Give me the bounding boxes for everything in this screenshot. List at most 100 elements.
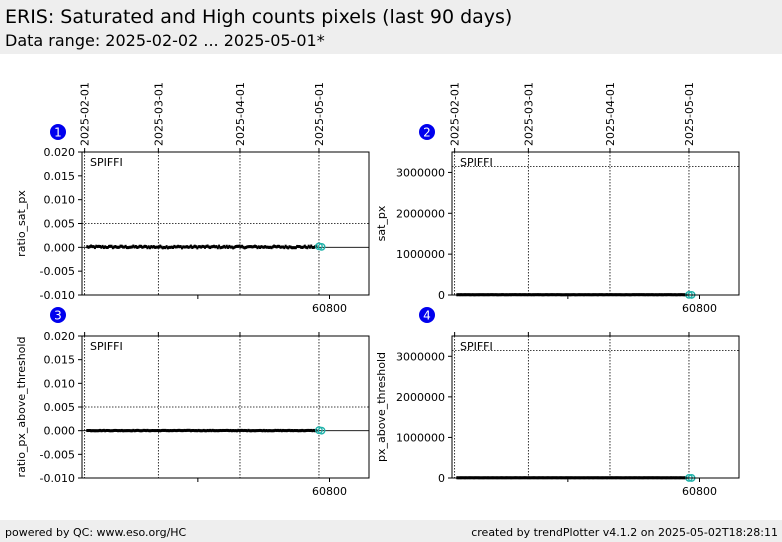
panel-number: 4 <box>423 309 431 323</box>
data-point <box>129 245 132 249</box>
data-point <box>198 429 201 433</box>
data-point <box>278 244 281 248</box>
data-point <box>219 428 222 432</box>
data-point <box>88 428 91 432</box>
y-tick-label: 2000000 <box>396 391 445 404</box>
panel-number: 2 <box>423 126 431 140</box>
data-point <box>275 245 278 249</box>
data-point <box>287 246 290 250</box>
data-point <box>210 429 213 433</box>
data-point <box>247 428 250 432</box>
y-tick-label: 3000000 <box>396 166 445 179</box>
y-tick-label: 0 <box>438 289 445 302</box>
data-point <box>154 429 157 433</box>
y-axis-label: sat_px <box>375 205 388 241</box>
data-point <box>115 428 118 432</box>
data-point <box>294 246 297 250</box>
data-point <box>252 429 255 433</box>
data-point <box>113 245 116 249</box>
data-point <box>220 245 223 249</box>
panel-number: 1 <box>54 126 62 140</box>
data-point <box>305 245 308 249</box>
data-point <box>115 245 118 249</box>
data-point <box>186 428 189 432</box>
data-point <box>250 429 253 433</box>
data-point <box>255 245 258 249</box>
data-point <box>150 245 153 249</box>
data-point <box>145 429 148 433</box>
data-point <box>188 428 191 432</box>
data-point <box>189 244 192 248</box>
data-point <box>123 429 126 433</box>
data-point <box>246 245 249 249</box>
data-point <box>219 246 222 250</box>
data-point <box>189 429 192 433</box>
y-tick-label: 1000000 <box>396 431 445 444</box>
data-point <box>196 246 199 250</box>
data-point <box>95 429 98 433</box>
data-point <box>239 428 242 432</box>
data-point <box>200 429 203 433</box>
data-point <box>227 428 230 432</box>
data-point <box>92 429 95 433</box>
top-date-label: 2025-04-01 <box>604 82 617 146</box>
data-point <box>114 245 117 249</box>
data-point <box>134 244 137 248</box>
panel-number-badge <box>419 307 435 323</box>
data-point <box>228 429 231 433</box>
data-point <box>175 429 178 433</box>
data-point <box>235 429 238 433</box>
data-point <box>168 429 171 433</box>
data-point <box>209 428 212 432</box>
data-point <box>265 429 268 433</box>
data-point <box>306 428 309 432</box>
data-point <box>202 428 205 432</box>
data-point <box>177 244 180 248</box>
data-point <box>133 429 136 433</box>
data-point <box>262 428 265 432</box>
data-point <box>202 245 205 249</box>
y-tick-label: 3000000 <box>396 350 445 363</box>
data-point <box>138 429 141 433</box>
data-point <box>114 428 117 432</box>
data-point <box>164 428 167 432</box>
y-tick-label: 0.020 <box>44 330 76 343</box>
data-point <box>212 429 215 433</box>
data-point <box>173 244 176 248</box>
data-point <box>292 429 295 433</box>
data-point <box>207 429 210 433</box>
data-point <box>138 244 141 248</box>
top-date-label: 2025-05-01 <box>313 82 326 146</box>
y-tick-label: 0.015 <box>44 354 76 367</box>
data-point <box>224 428 227 432</box>
data-point <box>151 429 154 433</box>
data-point <box>244 245 247 249</box>
data-point <box>261 245 264 249</box>
top-date-label: 2025-04-01 <box>234 82 247 146</box>
y-tick-label: 0 <box>438 472 445 485</box>
data-point <box>216 246 219 250</box>
data-point <box>253 429 256 433</box>
y-tick-label: 0.015 <box>44 170 76 183</box>
data-point <box>221 245 224 249</box>
data-point <box>101 244 104 248</box>
data-point <box>164 246 167 250</box>
data-point <box>146 246 149 250</box>
data-point <box>301 245 304 249</box>
data-point <box>195 245 198 249</box>
data-point <box>282 428 285 432</box>
data-point <box>244 429 247 433</box>
data-point <box>283 429 286 433</box>
y-tick-label: 0.020 <box>44 146 76 159</box>
data-point <box>99 428 102 432</box>
data-point <box>163 428 166 432</box>
data-point <box>143 428 146 432</box>
data-point <box>296 244 299 248</box>
data-point <box>91 245 94 249</box>
data-point <box>287 428 290 432</box>
data-point <box>294 429 297 433</box>
data-point <box>128 245 131 249</box>
data-point <box>276 428 279 432</box>
data-point <box>284 429 287 433</box>
data-point <box>215 245 218 249</box>
